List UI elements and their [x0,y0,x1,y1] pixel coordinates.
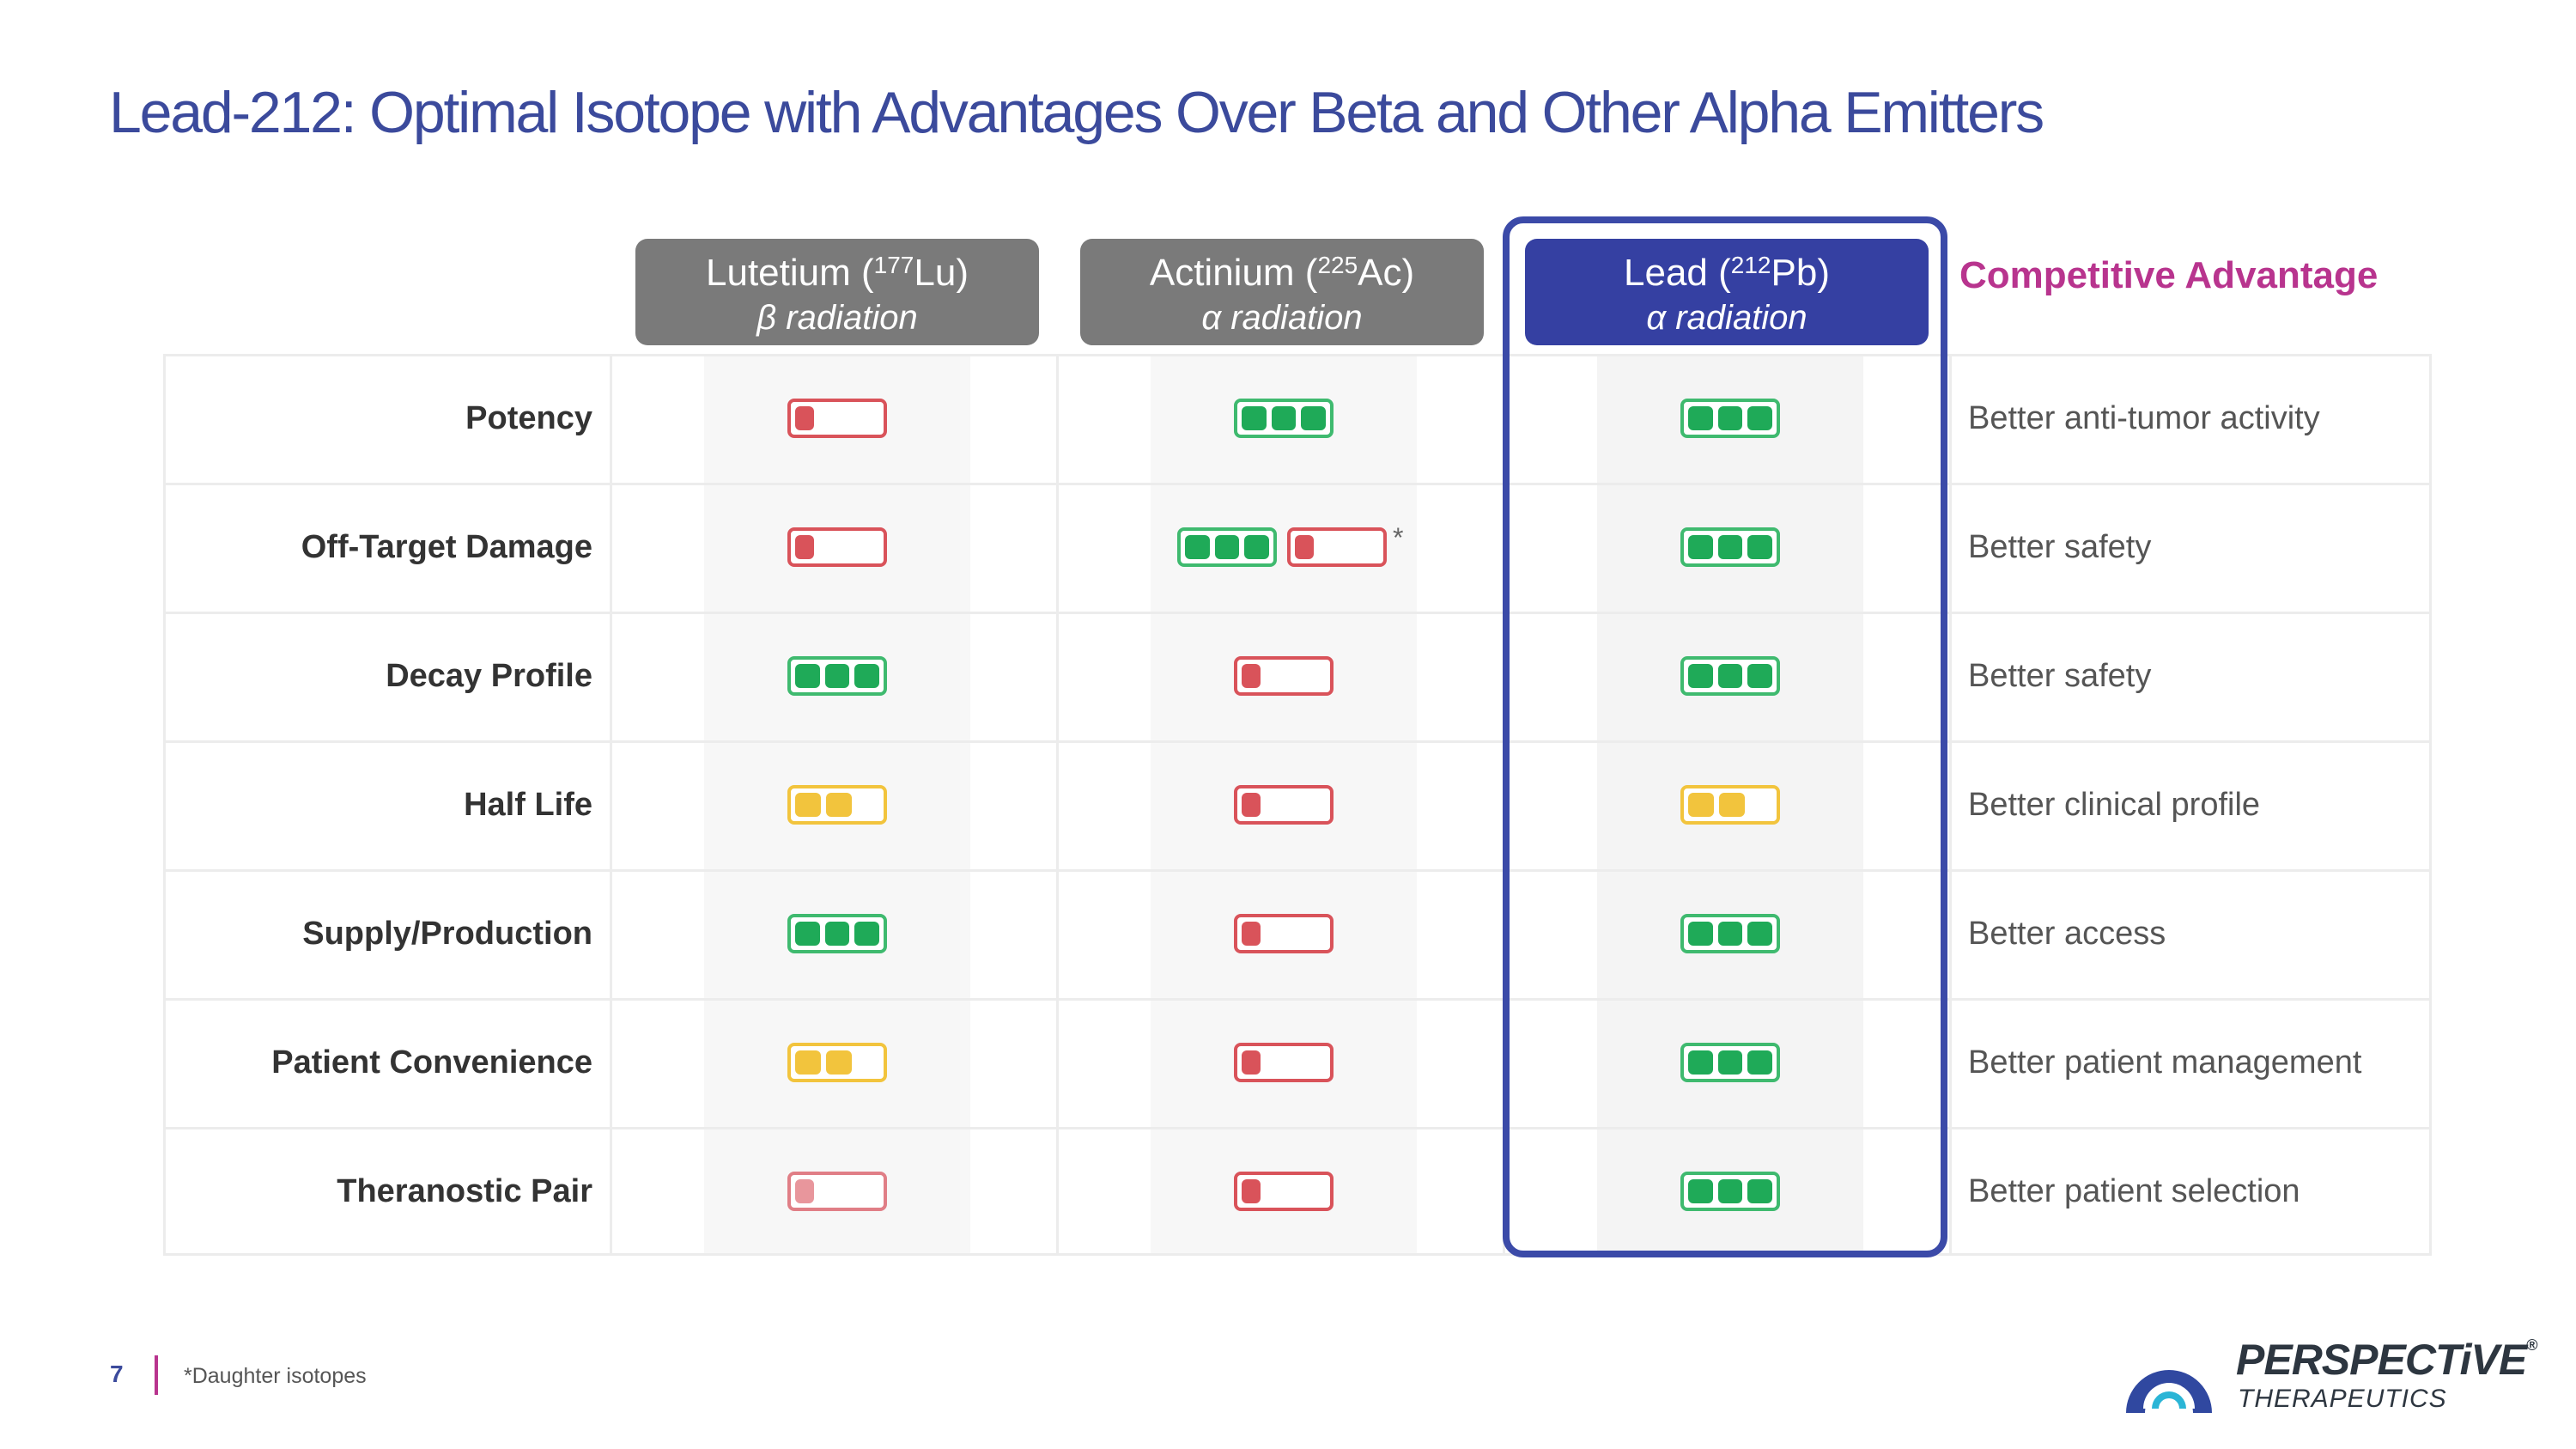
lead-radiation: α radiation [1646,299,1807,337]
rating-meter-high [1680,1172,1780,1211]
table-row [163,612,2432,740]
rating-meter-medium [787,785,887,825]
row-label-supply-production: Supply/Production [302,916,592,952]
actinium-header: Actinium (225Ac) α radiation [1080,239,1484,345]
rating-meter-high [1234,399,1334,438]
advantage-text: Better access [1968,916,2166,952]
rating-meter-high [1680,399,1780,438]
rating-meter-low [1234,656,1334,696]
rating-meter-low-faded [787,1172,887,1211]
table-row [163,740,2432,869]
asterisk-marker: * [1393,522,1404,553]
lutetium-header: Lutetium (177Lu) β radiation [635,239,1039,345]
rating-meter-low [787,399,887,438]
competitive-advantage-header: Competitive Advantage [1959,254,2379,296]
rating-meter-low [1234,785,1334,825]
row-label-half-life: Half Life [464,787,592,823]
row-label-potency: Potency [465,400,592,436]
column-divider [1056,354,1059,1256]
table-row [163,998,2432,1127]
advantage-text: Better safety [1968,529,2152,565]
column-divider [610,354,612,1256]
rating-meter-low [787,527,887,567]
rating-meter-low [1234,1172,1334,1211]
rating-meter-low [1287,527,1387,567]
page-number: 7 [110,1361,124,1387]
rating-meter-high [787,914,887,953]
table-border [2429,354,2432,1256]
column-divider [1949,354,1952,1256]
rating-meter-high [1680,527,1780,567]
lead-header: Lead (212Pb) α radiation [1525,239,1929,345]
rating-meter-high [1680,914,1780,953]
rating-meter-high [1680,1043,1780,1082]
row-label-off-target-damage: Off-Target Damage [301,529,592,565]
rating-meter-medium [787,1043,887,1082]
page-title: Lead-212: Optimal Isotope with Advantage… [109,80,2044,145]
logo-brand: PERSPECTiVE® [2236,1336,2537,1384]
rating-meter-low [1234,914,1334,953]
advantage-text: Better patient management [1968,1044,2362,1081]
table-border [163,354,166,1256]
row-label-patient-convenience: Patient Convenience [271,1044,592,1081]
lead-highlight-frame [1503,216,1947,1257]
logo-subtitle: THERAPEUTICS [2238,1385,2447,1413]
rating-meter-high [1177,527,1277,567]
row-label-theranostic-pair: Theranostic Pair [337,1173,592,1209]
row-label-decay-profile: Decay Profile [386,658,592,694]
table-row [163,869,2432,998]
actinium-radiation: α radiation [1201,299,1363,337]
logo-arch-icon [2126,1370,2212,1413]
rating-meter-medium [1680,785,1780,825]
advantage-text: Better clinical profile [1968,787,2261,823]
rating-meter-high [787,656,887,696]
advantage-text: Better patient selection [1968,1173,2300,1209]
footnote: *Daughter isotopes [184,1364,367,1388]
table-row [163,1127,2432,1256]
rating-meter-low [1234,1043,1334,1082]
table-row [163,483,2432,612]
lutetium-radiation: β radiation [756,299,918,337]
footer-divider [155,1355,158,1395]
company-logo: PERSPECTiVE® THERAPEUTICS [2117,1323,2537,1426]
rating-meter-high [1680,656,1780,696]
advantage-text: Better anti-tumor activity [1968,400,2320,436]
advantage-text: Better safety [1968,658,2152,694]
table-row [163,354,2432,483]
